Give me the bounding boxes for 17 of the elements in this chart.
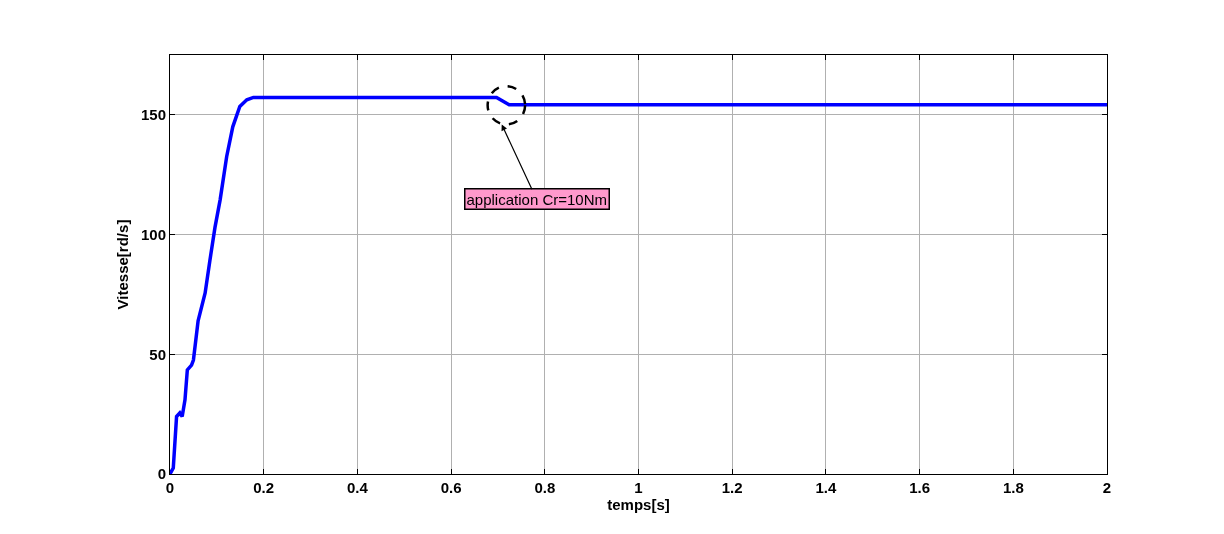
x-tick-label: 0.4 xyxy=(346,479,369,496)
x-tick-label: 1.4 xyxy=(815,479,837,496)
x-tick-label: 1.2 xyxy=(721,479,743,496)
x-axis-title: temps[s] xyxy=(607,496,670,513)
x-tick-label: 1.8 xyxy=(1002,479,1024,496)
y-tick-label: 150 xyxy=(140,106,166,124)
x-tick-label: 0.8 xyxy=(534,479,556,496)
x-tick-label: 1.6 xyxy=(909,479,931,496)
y-tick-label: 50 xyxy=(149,345,166,363)
y-tick-label: 100 xyxy=(140,225,166,243)
x-tick-label: 1 xyxy=(634,479,643,496)
y-axis-title: Vitesse[rd/s] xyxy=(114,219,132,310)
x-tick-label: 2 xyxy=(1102,479,1112,496)
x-tick-label: 0.6 xyxy=(440,479,462,496)
y-tick-label: 0 xyxy=(157,465,166,483)
x-tick-label: 0.2 xyxy=(253,479,275,496)
annotation: application Cr=10Nm xyxy=(466,190,607,208)
